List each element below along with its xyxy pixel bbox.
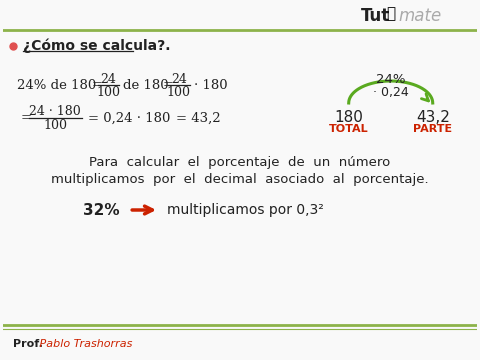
- Text: Tut: Tut: [360, 7, 390, 25]
- Text: 100: 100: [96, 86, 120, 99]
- Text: TOTAL: TOTAL: [329, 124, 369, 134]
- Text: · 180: · 180: [193, 78, 227, 91]
- Text: 180: 180: [334, 109, 363, 125]
- Text: 100: 100: [167, 86, 191, 99]
- Text: = 0,24 · 180: = 0,24 · 180: [88, 112, 170, 125]
- Text: Pablo Trashorras: Pablo Trashorras: [36, 339, 133, 349]
- Text: =: =: [92, 78, 103, 91]
- Text: 24% de 180: 24% de 180: [17, 78, 96, 91]
- Text: =: =: [21, 112, 32, 125]
- Text: 32%: 32%: [84, 202, 120, 217]
- Text: PARTE: PARTE: [413, 124, 452, 134]
- Text: de 180: de 180: [123, 78, 169, 91]
- Text: 24%: 24%: [376, 72, 406, 86]
- Text: Para  calcular  el  porcentaje  de  un  número: Para calcular el porcentaje de un número: [89, 156, 391, 168]
- Text: multiplicamos por 0,3²: multiplicamos por 0,3²: [167, 203, 324, 217]
- Text: 24: 24: [101, 72, 117, 86]
- Text: =: =: [163, 78, 174, 91]
- Text: · 0,24: · 0,24: [373, 86, 408, 99]
- Text: 24: 24: [171, 72, 187, 86]
- Text: 43,2: 43,2: [416, 109, 450, 125]
- Text: Prof.: Prof.: [12, 339, 43, 349]
- Text: = 43,2: = 43,2: [176, 112, 220, 125]
- Text: 100: 100: [43, 118, 67, 131]
- Text: ¿Cómo se calcula?.: ¿Cómo se calcula?.: [23, 39, 170, 53]
- Text: mate: mate: [398, 7, 442, 25]
- Text: 24 · 180: 24 · 180: [29, 104, 81, 117]
- Text: 🍅: 🍅: [387, 6, 396, 22]
- Text: multiplicamos  por  el  decimal  asociado  al  porcentaje.: multiplicamos por el decimal asociado al…: [51, 172, 429, 185]
